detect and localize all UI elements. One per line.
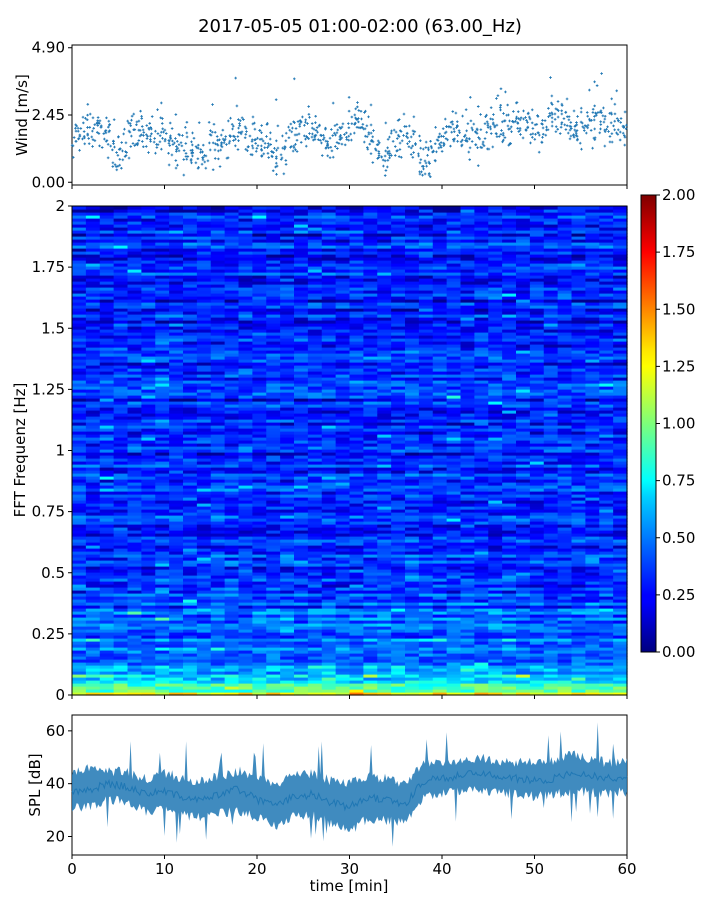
wind-panel: 0.00 2.45 4.90 Wind [m/s] <box>13 39 628 192</box>
wind-axes-frame <box>72 45 627 185</box>
spectrogram-rows <box>72 206 628 696</box>
figure-title: 2017-05-05 01:00-02:00 (63.00_Hz) <box>198 16 522 37</box>
wind-ytick-label: 4.90 <box>32 39 65 57</box>
wind-yticks: 0.00 2.45 4.90 <box>32 39 72 192</box>
wind-ytick-label: 2.45 <box>32 106 65 124</box>
wind-ylabel: Wind [m/s] <box>13 74 31 156</box>
wind-ytick-label: 0.00 <box>32 173 65 191</box>
